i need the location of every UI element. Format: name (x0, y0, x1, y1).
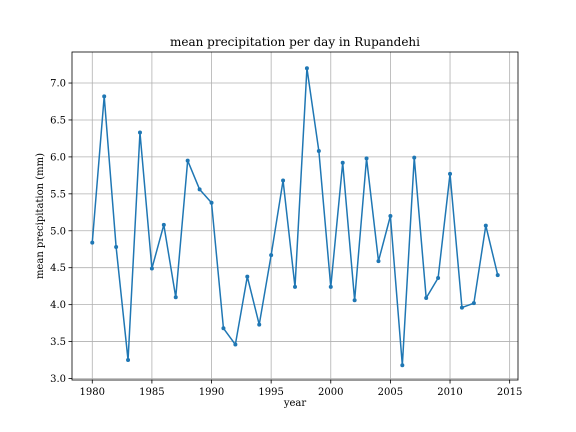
data-point (316, 148, 321, 153)
x-tick-label: 2015 (497, 387, 522, 398)
x-axis-label: year (283, 398, 307, 409)
grid-lines (72, 52, 518, 380)
data-point (328, 284, 333, 289)
data-point (483, 223, 488, 228)
data-point (197, 187, 202, 192)
y-tick-label: 6.0 (50, 152, 66, 163)
data-point (221, 326, 226, 331)
data-point (90, 240, 95, 245)
x-tick-label: 1980 (80, 387, 105, 398)
data-point (388, 214, 393, 218)
series-line (91, 67, 499, 366)
plot-frame (71, 51, 519, 381)
axis-ticks: 1980 1985 1990 1995 2000 2005 2010 2015 3.0 3.5 4.… (50, 79, 522, 398)
data-point (459, 305, 464, 310)
data-point (161, 222, 166, 227)
data-point (245, 274, 250, 279)
y-axis-label: mean precipitation (mm) (35, 153, 46, 279)
data-point (257, 322, 262, 327)
x-tick-label: 1985 (139, 387, 164, 398)
y-tick-label: 3.5 (50, 337, 66, 348)
data-point (269, 253, 274, 258)
data-series (90, 66, 500, 368)
data-point (185, 158, 190, 163)
data-point (126, 358, 131, 363)
data-point (149, 266, 154, 271)
data-point (400, 363, 405, 368)
data-point (364, 156, 369, 161)
data-point (233, 342, 238, 347)
data-point (173, 295, 178, 300)
data-point (137, 130, 142, 135)
y-tick-label: 6.5 (50, 115, 66, 126)
data-point (471, 301, 476, 306)
chart-title: mean precipitation per day in Rupandehi (170, 35, 420, 49)
data-point (102, 94, 107, 99)
x-tick-label: 2000 (318, 387, 343, 398)
y-tick-label: 7.0 (50, 79, 66, 90)
data-point (293, 284, 297, 289)
data-point (424, 296, 429, 300)
data-point (436, 276, 441, 281)
y-tick-label: 5.0 (50, 226, 66, 237)
data-point (495, 273, 500, 278)
x-tick-label: 2005 (378, 387, 403, 398)
data-point (209, 200, 214, 205)
data-point (412, 155, 417, 160)
data-point (114, 245, 119, 250)
x-tick-label: 2010 (437, 387, 462, 398)
data-point (340, 160, 345, 165)
x-tick-label: 1995 (258, 387, 283, 398)
y-tick-label: 3.0 (50, 374, 66, 385)
data-point (281, 178, 286, 183)
y-tick-label: 5.5 (50, 189, 66, 200)
data-point (448, 171, 453, 176)
data-point (352, 298, 357, 303)
y-tick-label: 4.5 (50, 263, 66, 274)
y-tick-label: 4.0 (50, 300, 66, 311)
data-point (304, 66, 309, 71)
data-point (376, 259, 381, 264)
x-tick-label: 1990 (199, 387, 224, 398)
